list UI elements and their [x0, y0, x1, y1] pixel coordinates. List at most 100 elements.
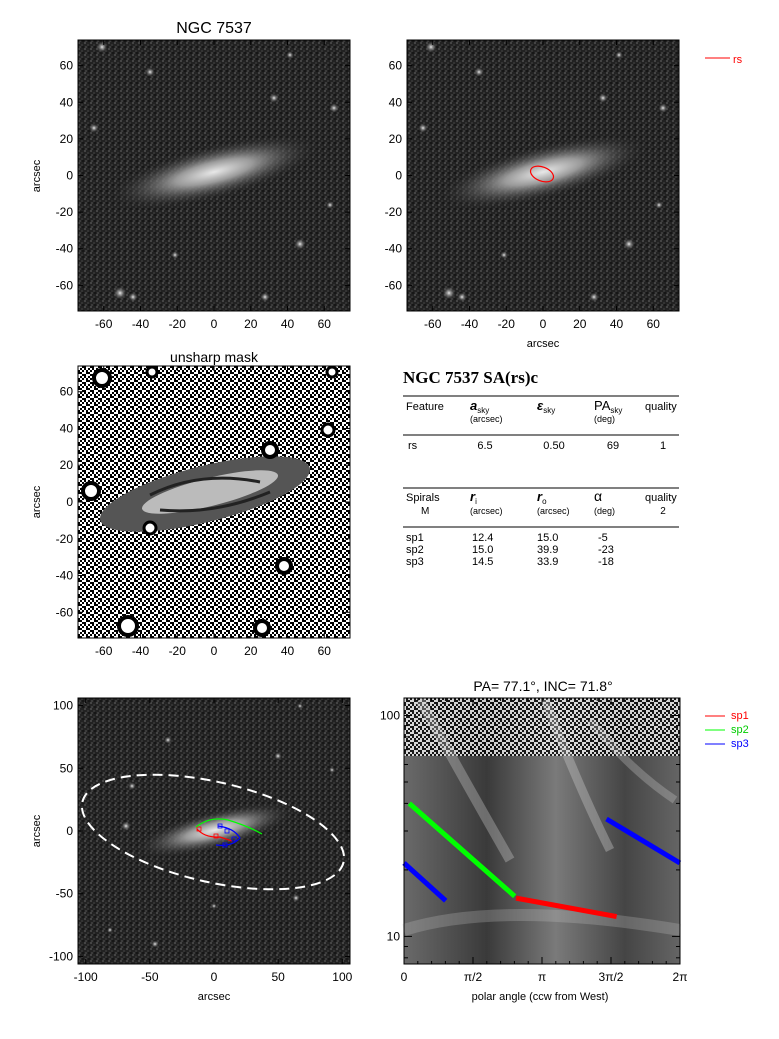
y-axis-label: arcsec — [31, 814, 43, 847]
cell-quality: 1 — [660, 440, 666, 452]
series-line-sp3 — [605, 816, 682, 866]
x-tick-label: 20 — [244, 644, 258, 658]
cell-feature: rs — [408, 440, 418, 452]
table-row: rs 6.5 0.50 69 1 — [408, 440, 666, 452]
cell-ri: 15.0 — [472, 544, 493, 556]
table-row: sp2 15.0 39.9 -23 — [406, 544, 614, 556]
col-header-ro: ro — [537, 489, 547, 506]
y-axis: 100 10 — [380, 708, 680, 959]
x-axis: -60 -40 -20 0 20 40 60 — [95, 40, 331, 331]
y-tick-label: -60 — [56, 605, 74, 619]
y-tick-label: 50 — [60, 761, 74, 775]
y-axis-label: arcsec — [31, 485, 43, 518]
y-tick-label: -40 — [56, 242, 74, 256]
x-tick-label: 60 — [647, 317, 661, 331]
col-header-spirals: Spirals — [406, 492, 440, 504]
legend: sp1 sp2 sp3 — [705, 710, 749, 750]
legend-label-sp2: sp2 — [731, 724, 749, 736]
y-tick-label: -50 — [56, 887, 74, 901]
cell-alpha: -5 — [598, 532, 608, 544]
foreground-stars — [89, 41, 339, 302]
cell-alpha: -23 — [598, 544, 614, 556]
foreground-stars — [107, 703, 335, 948]
y-tick-label: 20 — [389, 132, 403, 146]
cell-ro: 15.0 — [537, 532, 558, 544]
col-unit-ro: (arcsec) — [537, 506, 570, 516]
cell-ri: 14.5 — [472, 556, 493, 568]
col-header-m: M — [421, 506, 429, 517]
noisy-outer-region — [404, 698, 680, 756]
y-axis: -60 -40 -20 0 20 40 60 — [56, 385, 350, 619]
galaxy-image — [434, 133, 652, 211]
y-axis: -60 -40 -20 0 20 40 60 — [385, 59, 679, 292]
col-header-ri: ri — [470, 489, 477, 506]
x-tick-label: -60 — [424, 317, 442, 331]
y-tick-label: 20 — [60, 132, 74, 146]
galaxy-image — [105, 133, 323, 211]
panel-image-top-right: -60 -40 -20 0 20 40 60 -60 -40 -20 0 20 40 60 arcsec… — [385, 39, 743, 350]
x-axis-label: arcsec — [527, 338, 560, 350]
cell-ro: 39.9 — [537, 544, 558, 556]
foreground-stars — [418, 41, 668, 302]
cell-ri: 12.4 — [472, 532, 493, 544]
x-tick-label: π — [538, 970, 546, 984]
x-tick-label: 20 — [244, 317, 258, 331]
y-tick-label: 40 — [389, 95, 403, 109]
spiral-trace-sp2 — [195, 818, 263, 835]
cell-a: 6.5 — [477, 440, 492, 452]
x-tick-label: -20 — [169, 317, 187, 331]
x-tick-label: π/2 — [464, 970, 483, 984]
y-tick-label: -40 — [56, 569, 74, 583]
x-tick-label: -60 — [95, 644, 113, 658]
quality-value: 2 — [660, 506, 666, 517]
x-tick-label: 40 — [281, 644, 295, 658]
col-header-quality: quality — [645, 401, 677, 413]
legend-label-sp1: sp1 — [731, 710, 749, 722]
fit-ellipse — [80, 773, 346, 891]
x-tick-label: 0 — [211, 317, 218, 331]
y-tick-label: 40 — [60, 95, 74, 109]
x-tick-label: -40 — [461, 317, 479, 331]
mask-stars — [81, 365, 339, 637]
x-axis: 0 π/2 π 3π/2 2π — [401, 698, 687, 984]
y-tick-label: 100 — [380, 708, 400, 722]
series-line-sp1 — [515, 895, 618, 919]
x-tick-label: 100 — [332, 970, 352, 984]
spiral-markers-sp1 — [196, 826, 219, 839]
panel-image-bottom-left: -100 -50 0 50 100 -100 -50 0 50 100 arcsec arcse… — [31, 697, 353, 1003]
y-axis-label: arcsec — [31, 159, 43, 192]
col-header-eps: εsky — [537, 398, 555, 415]
col-unit-pa: (deg) — [594, 414, 615, 424]
cell-pa: 69 — [607, 440, 619, 452]
x-tick-label: -20 — [169, 644, 187, 658]
x-axis-label: arcsec — [198, 991, 231, 1003]
col-header-pa: PAsky — [594, 398, 622, 415]
y-tick-label: 100 — [53, 699, 73, 713]
x-tick-label: -60 — [95, 317, 113, 331]
x-tick-label: -20 — [498, 317, 516, 331]
y-tick-label: 10 — [387, 929, 401, 943]
y-tick-label: -60 — [56, 278, 74, 292]
col-header-feature: Feature — [406, 401, 444, 413]
y-tick-label: 0 — [66, 495, 73, 509]
x-tick-label: -50 — [141, 970, 159, 984]
x-tick-label: -40 — [132, 317, 150, 331]
bright-ridge — [415, 697, 515, 863]
x-tick-label: -40 — [132, 644, 150, 658]
y-tick-label: -100 — [49, 949, 73, 963]
x-axis: -100 -50 0 50 100 — [74, 698, 353, 984]
cell-ro: 33.9 — [537, 556, 558, 568]
y-tick-label: 60 — [60, 59, 74, 73]
bright-ridge — [540, 698, 615, 853]
galaxy-residual-core — [141, 470, 279, 514]
col-header-a: asky — [470, 398, 489, 415]
table-title: NGC 7537 SA(rs)c — [403, 368, 538, 387]
cell-name: sp1 — [406, 532, 424, 544]
y-tick-label: -20 — [385, 205, 403, 219]
series-lines — [402, 801, 682, 919]
cell-alpha: -18 — [598, 556, 614, 568]
x-tick-label: 0 — [211, 644, 218, 658]
x-tick-label: -100 — [74, 970, 98, 984]
